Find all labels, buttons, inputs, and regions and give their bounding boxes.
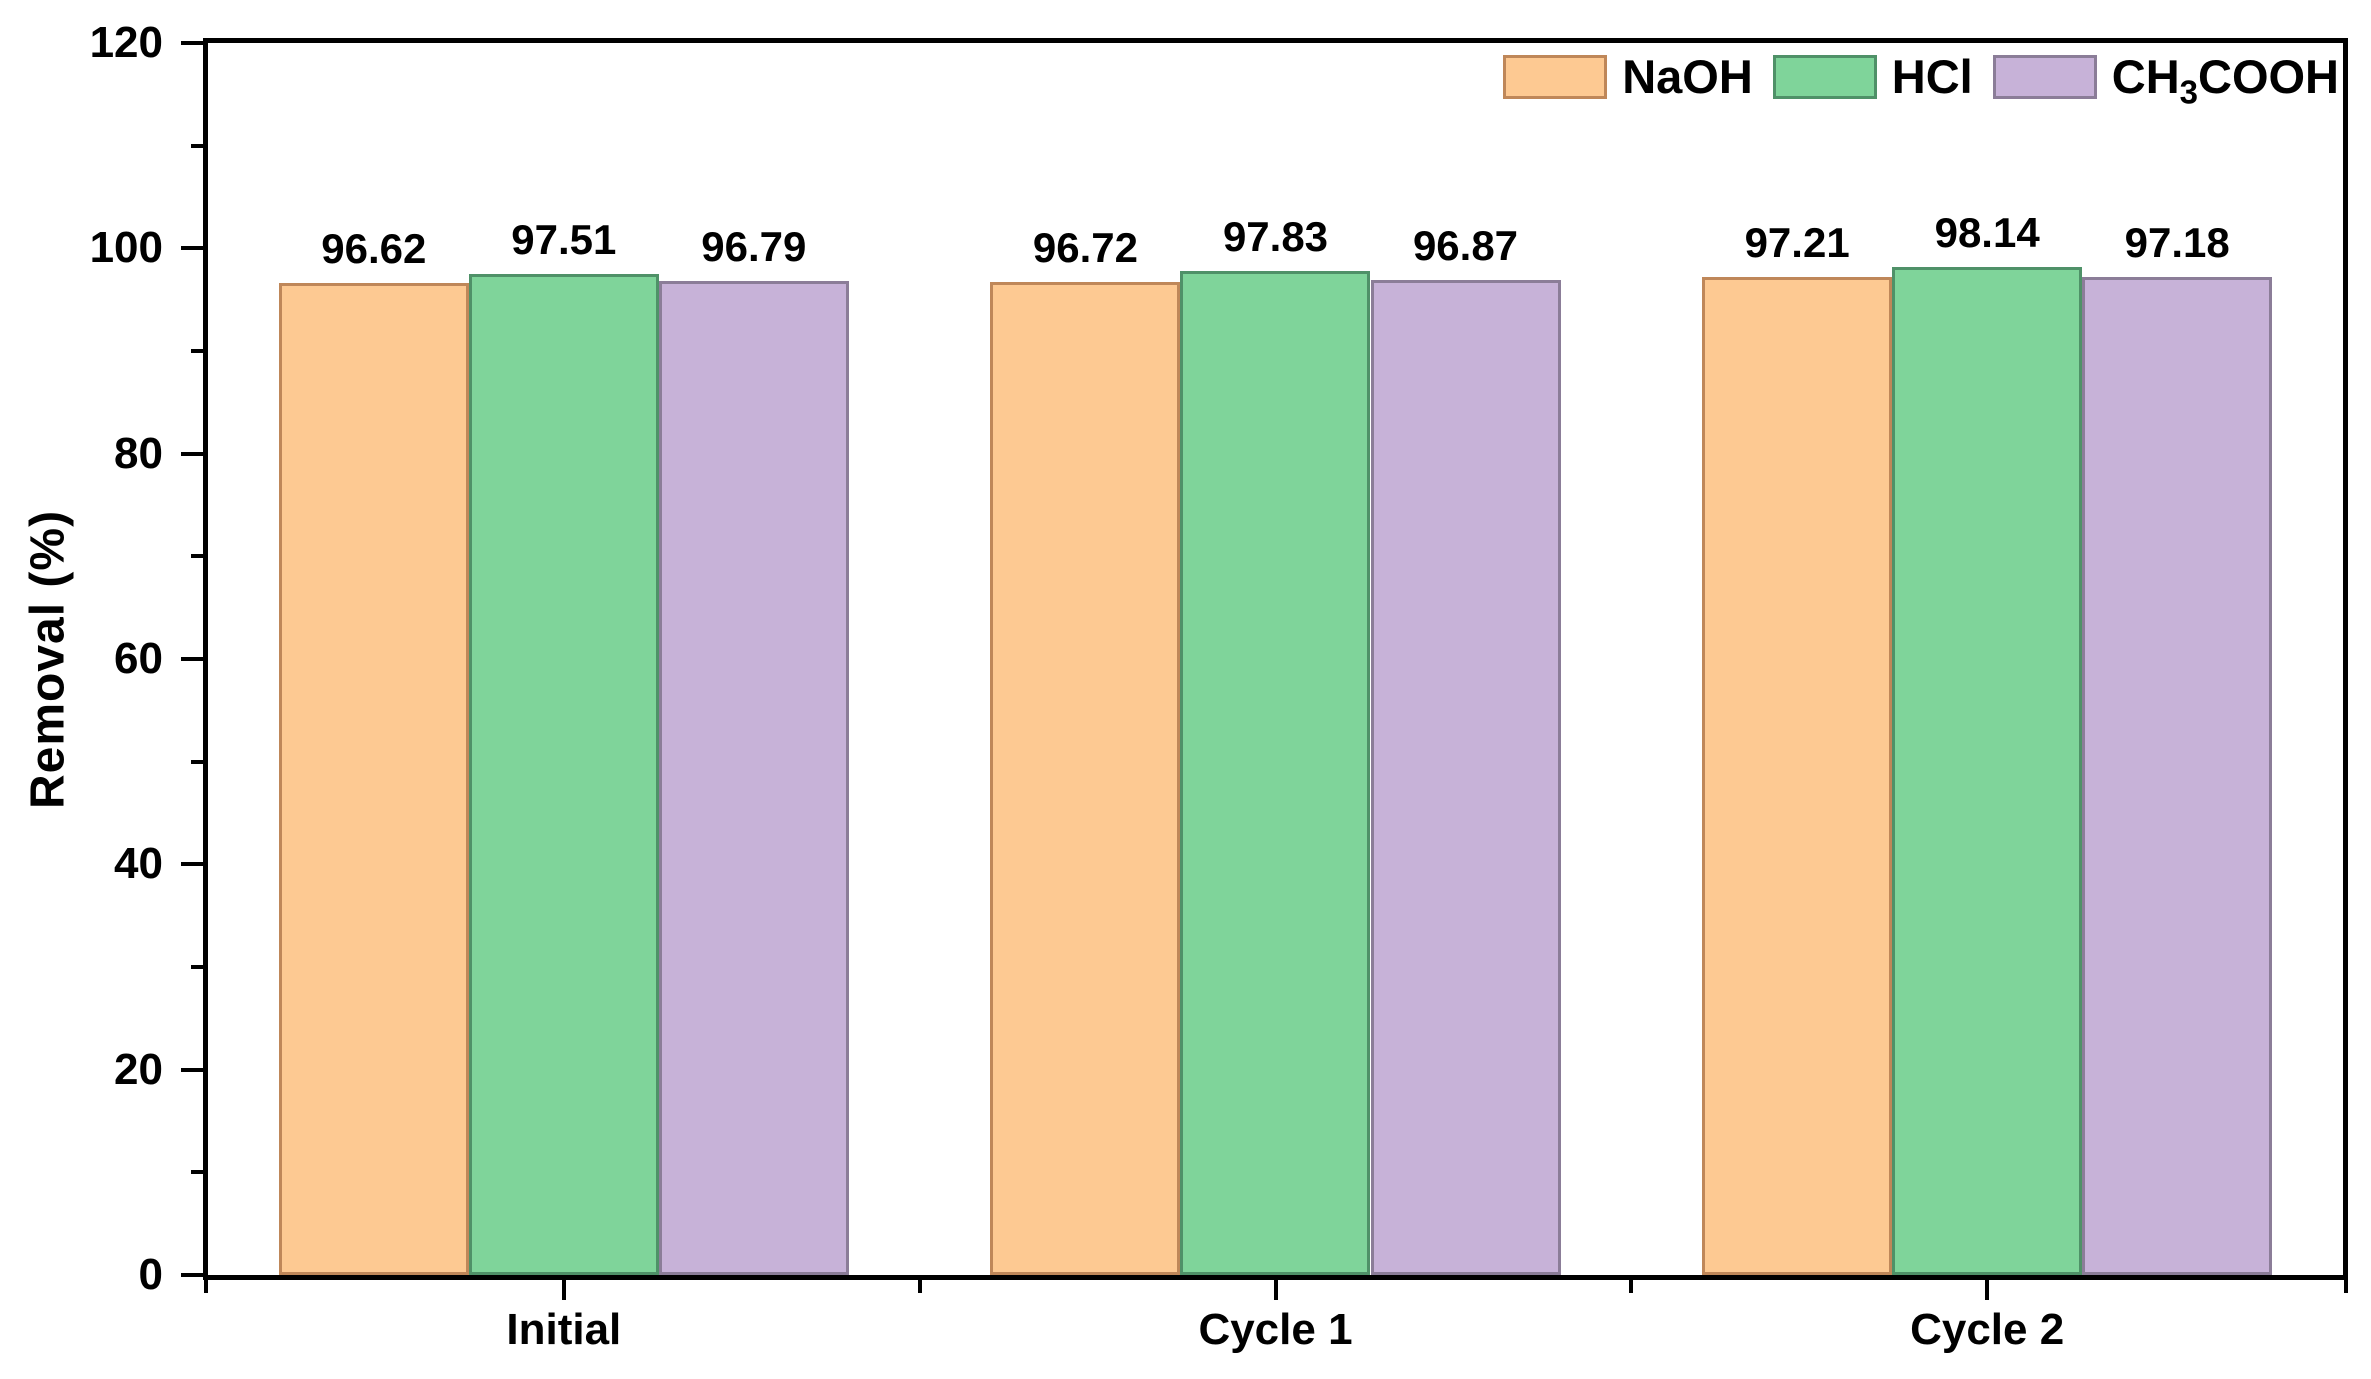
bar-ch3cooh-initial [658, 281, 849, 1275]
y-major-tick [181, 246, 203, 251]
bar-ch3cooh-cycle-1 [1370, 280, 1561, 1275]
y-major-tick [181, 657, 203, 661]
bar-value-label: 98.14 [1934, 209, 2040, 257]
plot-area: 0 20 40 60 80 100 120 Initial Cycle 1 Cycle 2 96… [90, 21, 2348, 1354]
y-tick-label: 0 [138, 1250, 163, 1299]
legend-swatch-hcl [1772, 54, 1877, 99]
bar-ch3cooh-cycle-2 [2082, 277, 2273, 1275]
bar-value-label: 97.51 [511, 215, 617, 263]
bar-value-label: 96.62 [321, 225, 427, 273]
x-boundary-tick [1629, 1280, 1634, 1293]
y-tick-label: 40 [114, 839, 163, 889]
bar-value-label: 96.87 [1412, 222, 1519, 270]
bar-naoh-cycle-2 [1702, 276, 1893, 1275]
bar-value-label: 96.79 [701, 223, 807, 271]
y-tick-label: 120 [89, 18, 163, 67]
bar-hcl-cycle-2 [1892, 267, 2083, 1275]
bar-value-label: 97.83 [1222, 212, 1329, 260]
bar-naoh-cycle-1 [990, 282, 1181, 1275]
y-tick-label: 80 [114, 428, 163, 478]
y-major-tick [181, 41, 203, 45]
y-major-tick [181, 1067, 203, 1072]
x-major-tick [1273, 1280, 1278, 1300]
y-minor-tick [191, 349, 203, 353]
bar-value-label: 96.72 [1032, 224, 1139, 272]
y-major-tick [181, 1273, 203, 1277]
legend-swatch-ch3cooh [1992, 54, 2097, 99]
y-tick-label: 60 [114, 634, 163, 683]
plot-inner: 0 20 40 60 80 100 120 Initial Cycle 1 Cycle 2 96… [90, 21, 2348, 1354]
y-minor-tick [191, 554, 203, 559]
x-category-label: Cycle 2 [1910, 1305, 2065, 1354]
legend-item-ch3cooh: CH3COOH [1992, 50, 2339, 111]
legend-item-hcl: HCl [1772, 50, 1973, 103]
x-major-tick [1985, 1280, 1990, 1300]
y-minor-tick [191, 759, 203, 764]
y-tick-label: 100 [89, 223, 163, 273]
legend: NaOH HCl CH3COOH [1503, 50, 2339, 111]
legend-label-hcl: HCl [1891, 50, 1973, 103]
y-major-tick [181, 451, 203, 456]
y-minor-tick [191, 1170, 203, 1175]
legend-label-naoh: NaOH [1622, 50, 1753, 103]
y-minor-tick [191, 965, 203, 969]
x-boundary-tick [2343, 1280, 2348, 1293]
x-category-label: Initial [506, 1305, 622, 1354]
y-minor-tick [191, 143, 203, 148]
y-tick-label: 20 [114, 1044, 163, 1094]
legend-swatch-naoh [1503, 54, 1608, 99]
x-category-label: Cycle 1 [1198, 1305, 1353, 1354]
bar-value-label: 97.18 [2124, 219, 2230, 267]
legend-item-naoh: NaOH [1503, 53, 1753, 100]
x-major-tick [561, 1280, 566, 1300]
x-boundary-tick [203, 1280, 208, 1293]
bar-hcl-initial [468, 273, 659, 1275]
bar-value-label: 97.21 [1744, 218, 1850, 266]
bar-hcl-cycle-1 [1180, 270, 1371, 1275]
bar-naoh-initial [278, 283, 469, 1275]
y-major-tick [181, 862, 203, 867]
legend-label-ch3cooh: CH3COOH [2111, 50, 2339, 111]
x-boundary-tick [917, 1280, 922, 1293]
